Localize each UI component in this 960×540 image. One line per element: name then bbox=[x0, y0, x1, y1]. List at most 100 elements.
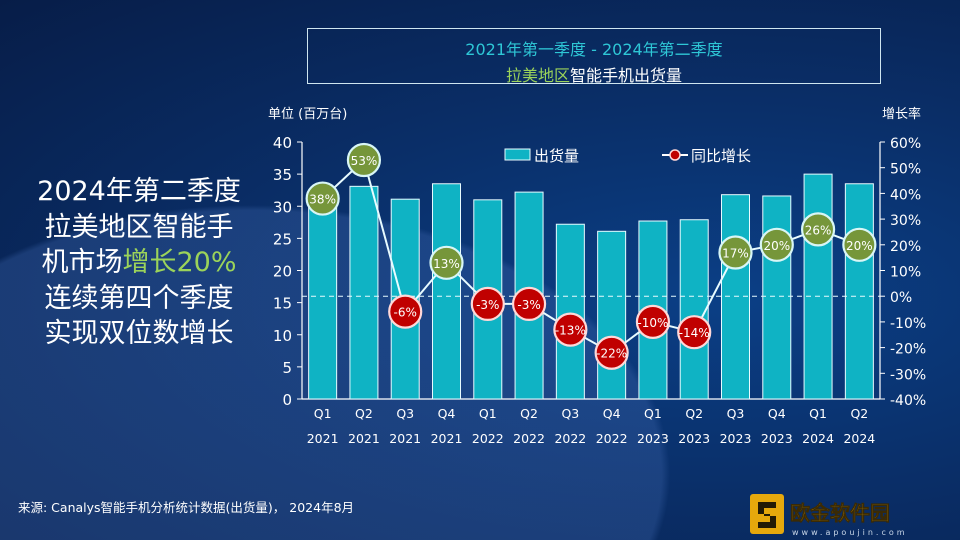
legend-line-label: 同比增长 bbox=[691, 147, 751, 165]
headline-line: 连续第四个季度 bbox=[44, 282, 234, 314]
x-tick-label: 2022 bbox=[554, 431, 586, 446]
bar bbox=[597, 230, 627, 400]
x-tick-label: Q3 bbox=[561, 406, 579, 421]
headline-line: 拉美地区智能手 bbox=[44, 211, 234, 243]
growth-label: -10% bbox=[637, 316, 668, 330]
chart-title-rest: 智能手机出货量 bbox=[570, 66, 683, 85]
right-axis-title: 增长率 bbox=[882, 106, 921, 122]
right-tick-label: 60% bbox=[890, 136, 921, 152]
watermark-text: 欧金软件园 bbox=[790, 501, 890, 525]
right-tick-label: -20% bbox=[890, 342, 926, 358]
x-tick-label: 2023 bbox=[637, 431, 669, 446]
left-tick-label: 40 bbox=[273, 134, 292, 152]
bar bbox=[349, 185, 379, 400]
bar bbox=[308, 205, 338, 400]
source-note: 来源: Canalys智能手机分析统计数据(出货量)， 2024年8月 bbox=[18, 500, 355, 515]
growth-label: -13% bbox=[555, 324, 586, 338]
x-tick-label: Q2 bbox=[355, 406, 373, 421]
x-tick-label: Q3 bbox=[396, 406, 414, 421]
x-tick-label: Q4 bbox=[768, 406, 786, 421]
headline-text: 2024年第二季度 拉美地区智能手 机市场增长20% 连续第四个季度 实现双位数… bbox=[14, 174, 264, 352]
right-tick-label: 50% bbox=[890, 162, 921, 178]
right-tick-label: 40% bbox=[890, 187, 921, 203]
growth-point bbox=[305, 181, 340, 216]
growth-label: 53% bbox=[351, 154, 378, 168]
growth-label: -6% bbox=[394, 306, 417, 320]
watermark-logo: 欧金软件园 www.apoujin.com bbox=[750, 494, 908, 537]
growth-point bbox=[635, 304, 671, 339]
left-axis-title: 单位 (百万台) bbox=[268, 107, 347, 122]
x-tick-label: Q2 bbox=[685, 406, 703, 421]
bar bbox=[803, 173, 833, 400]
growth-point bbox=[842, 227, 877, 262]
x-tick-label: 2021 bbox=[307, 431, 339, 446]
region-highlight: 拉美地区 bbox=[505, 66, 570, 85]
right-tick-label: 30% bbox=[890, 213, 921, 229]
x-tick-label: 2022 bbox=[513, 431, 545, 446]
growth-point bbox=[553, 312, 588, 347]
growth-label: 13% bbox=[433, 257, 460, 271]
x-tick-label: 2024 bbox=[843, 431, 875, 446]
chart: 单位 (百万台) 增长率 0 5 10 15 20 25 30 35 40 -40% -30% -20… bbox=[268, 106, 926, 446]
bar bbox=[432, 183, 461, 400]
chart-title-line2: 拉美地区智能手机出货量 bbox=[308, 62, 880, 86]
x-tick-label: Q3 bbox=[727, 406, 745, 421]
x-tick-label: Q1 bbox=[314, 406, 332, 421]
left-tick-label: 25 bbox=[273, 230, 292, 248]
left-tick-label: 10 bbox=[273, 327, 292, 345]
growth-label: -3% bbox=[517, 298, 540, 312]
x-tick-label: 2021 bbox=[389, 431, 421, 446]
headline-line: 2024年第二季度 bbox=[37, 176, 241, 207]
bar bbox=[762, 195, 792, 400]
x-tick-label: Q1 bbox=[479, 406, 497, 421]
growth-point bbox=[388, 294, 423, 329]
legend-line-marker bbox=[669, 149, 681, 161]
growth-point bbox=[346, 142, 382, 178]
left-tick-label: 0 bbox=[282, 391, 292, 409]
growth-label: 20% bbox=[846, 239, 873, 253]
right-tick-label: -30% bbox=[890, 367, 926, 383]
chart-title-line1: 2021年第一季度 - 2024年第二季度 bbox=[465, 40, 723, 59]
left-tick-label: 5 bbox=[282, 359, 292, 377]
x-tick-label: 2022 bbox=[472, 431, 504, 446]
right-tick-label: 20% bbox=[890, 239, 921, 255]
bar bbox=[844, 183, 874, 400]
left-tick-label: 15 bbox=[273, 295, 292, 313]
bar bbox=[555, 223, 585, 400]
x-tick-label: 2023 bbox=[761, 431, 793, 446]
watermark-url: www.apoujin.com bbox=[792, 528, 908, 537]
growth-label: 26% bbox=[805, 223, 832, 237]
growth-label: 20% bbox=[763, 239, 790, 253]
x-tick-label: Q1 bbox=[809, 406, 827, 421]
legend-bar-label: 出货量 bbox=[534, 147, 579, 165]
x-tick-label: 2023 bbox=[678, 431, 710, 446]
x-tick-label: 2022 bbox=[596, 431, 628, 446]
x-tick-label: Q4 bbox=[438, 406, 456, 421]
growth-point bbox=[429, 245, 464, 280]
growth-label: -14% bbox=[679, 326, 710, 340]
x-tick-label: 2024 bbox=[802, 431, 834, 446]
growth-label: -22% bbox=[596, 347, 627, 361]
x-tick-label: Q2 bbox=[520, 406, 538, 421]
growth-point bbox=[511, 286, 547, 322]
right-tick-label: 10% bbox=[890, 265, 921, 281]
right-tick-label: -10% bbox=[890, 316, 926, 332]
bar bbox=[679, 219, 709, 400]
right-tick-label: 0% bbox=[890, 290, 912, 306]
growth-point bbox=[470, 286, 505, 322]
headline-text-part: 机市场 bbox=[41, 247, 123, 278]
headline-line: 实现双位数增长 bbox=[44, 318, 234, 349]
x-tick-label: Q1 bbox=[644, 406, 662, 421]
right-tick-label: -40% bbox=[890, 393, 926, 409]
growth-point bbox=[718, 235, 753, 270]
growth-label: 38% bbox=[309, 193, 336, 207]
left-tick-label: 35 bbox=[273, 166, 292, 184]
x-tick-label: 2023 bbox=[720, 431, 752, 446]
chart-title-box: 2021年第一季度 - 2024年第二季度 拉美地区智能手机出货量 bbox=[307, 28, 881, 86]
growth-point bbox=[759, 227, 794, 262]
left-tick-label: 20 bbox=[273, 263, 292, 281]
growth-label: -3% bbox=[476, 298, 499, 312]
x-tick-label: Q2 bbox=[850, 406, 868, 421]
growth-point bbox=[677, 315, 712, 350]
growth-label: 17% bbox=[722, 247, 749, 261]
